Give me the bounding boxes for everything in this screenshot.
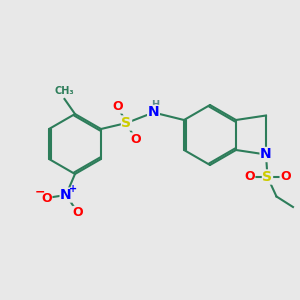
Text: S: S xyxy=(122,116,131,130)
Text: −: − xyxy=(35,185,45,199)
Text: CH₃: CH₃ xyxy=(55,86,74,96)
Text: H: H xyxy=(151,100,159,110)
Text: +: + xyxy=(68,184,77,194)
Text: N: N xyxy=(260,148,272,161)
Text: O: O xyxy=(244,170,255,184)
Text: O: O xyxy=(73,206,83,220)
Text: N: N xyxy=(60,188,72,202)
Text: O: O xyxy=(41,191,52,205)
Text: S: S xyxy=(262,170,272,184)
Text: O: O xyxy=(280,170,291,184)
Text: N: N xyxy=(148,106,159,119)
Text: O: O xyxy=(112,100,123,113)
Text: O: O xyxy=(130,133,141,146)
